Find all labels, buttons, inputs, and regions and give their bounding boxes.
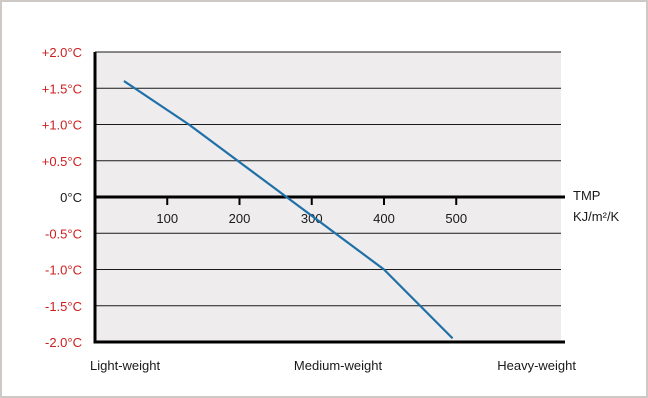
- y-tick-label: 0°C: [60, 190, 82, 205]
- x-tick-label: 100: [156, 211, 178, 226]
- x-tick-label: 200: [229, 211, 251, 226]
- category-label: Medium-weight: [294, 358, 383, 373]
- category-label: Heavy-weight: [497, 358, 576, 373]
- y-tick-label: -1.5°C: [45, 299, 82, 314]
- series-line: [123, 80, 454, 340]
- y-tick-label: -1.0°C: [45, 263, 82, 278]
- category-label: Light-weight: [90, 358, 160, 373]
- x-tick-label: 300: [301, 211, 323, 226]
- y-tick-label: +2.0°C: [42, 45, 82, 60]
- y-tick-label: +0.5°C: [42, 154, 82, 169]
- x-tick-label: 500: [445, 211, 467, 226]
- x-tick-label: 400: [373, 211, 395, 226]
- y-tick-label: -2.0°C: [45, 335, 82, 350]
- x-unit-label: TMP: [573, 188, 600, 203]
- y-tick-label: +1.0°C: [42, 118, 82, 133]
- y-tick-label: +1.5°C: [42, 81, 82, 96]
- y-tick-label: -0.5°C: [45, 226, 82, 241]
- x-unit-label: KJ/m²/K: [573, 209, 620, 224]
